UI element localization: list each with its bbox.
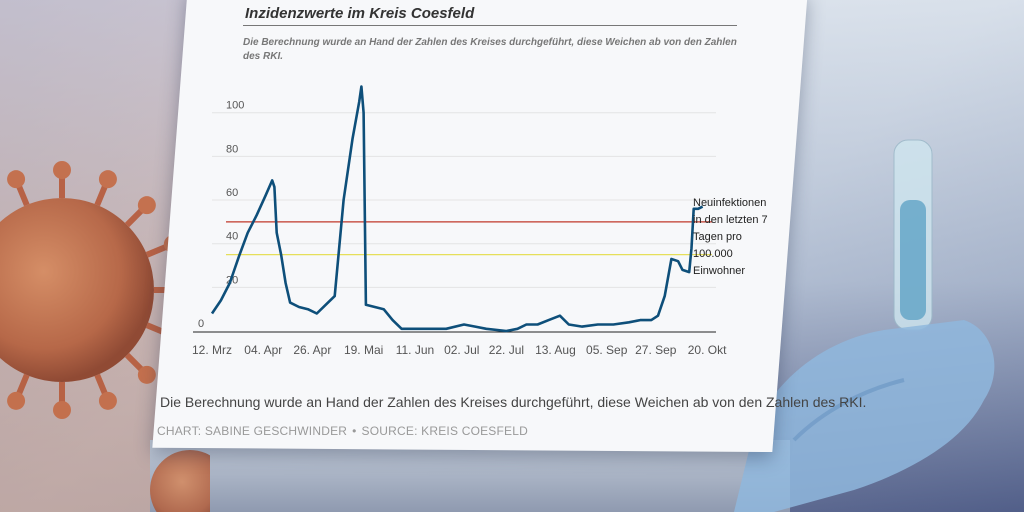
x-tick-label: 05. Sep (586, 343, 628, 357)
y-tick-label: 0 (198, 318, 204, 330)
lab-hand-illustration (734, 139, 995, 512)
y-tick-label: 40 (226, 231, 238, 243)
x-tick-label: 27. Sep (635, 343, 677, 357)
credit-separator: • (352, 424, 357, 438)
x-tick-label: 26. Apr (293, 343, 331, 357)
background-desk (150, 440, 790, 512)
x-tick-label: 13. Aug (535, 343, 576, 357)
y-tick-label: 60 (226, 187, 238, 199)
x-tick-label: 20. Okt (688, 343, 727, 357)
y-unit-note: Neuinfektionen in den letzten 7 Tagen pr… (693, 197, 768, 277)
series-line-0 (210, 85, 704, 333)
x-tick-label: 02. Jul (444, 343, 479, 357)
x-tick-label: 11. Jun (396, 343, 434, 357)
x-axis-ticks: 12. Mrz 04. Apr 26. Apr 19. Mai 11. Jun 02. J… (192, 343, 727, 357)
reference-lines (226, 221, 712, 256)
x-tick-label: 19. Mai (344, 343, 383, 357)
x-tick-label: 12. Mrz (192, 343, 232, 357)
gridlines (212, 112, 716, 288)
title-rule (243, 25, 737, 26)
credit-source: SOURCE: KREIS COESFELD (361, 424, 528, 438)
credit-chart: CHART: SABINE GESCHWINDER (157, 424, 348, 438)
y-tick-label: 80 (226, 143, 238, 155)
y-tick-label: 100 (226, 100, 244, 112)
chart-title: Inzidenzwerte im Kreis Coesfeld (245, 5, 475, 22)
footnote: Die Berechnung wurde an Hand der Zahlen … (160, 394, 867, 410)
credit-line: CHART: SABINE GESCHWINDER • SOURCE: KREIS … (157, 424, 528, 438)
x-tick-label: 04. Apr (244, 343, 282, 357)
series-group (210, 85, 704, 333)
chart-subtitle: Die Berechnung wurde an Hand der Zahlen … (243, 37, 737, 62)
x-tick-label: 22. Jul (489, 343, 524, 357)
